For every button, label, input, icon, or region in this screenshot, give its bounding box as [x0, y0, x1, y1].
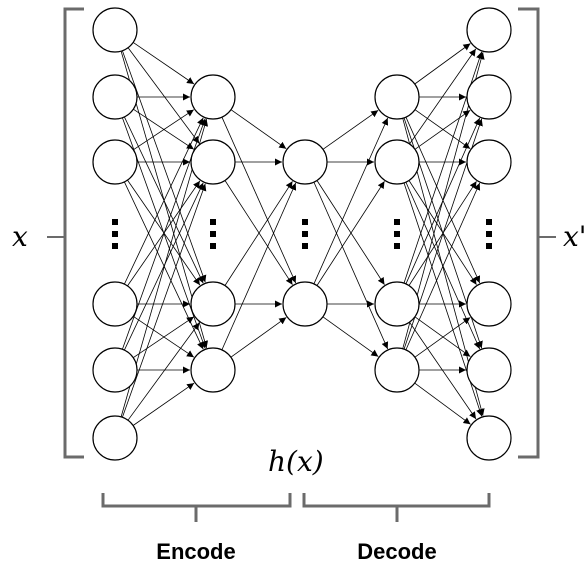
output-neuron — [466, 7, 512, 53]
code-neuron — [282, 281, 328, 327]
output-ellipsis-dot — [486, 231, 492, 237]
decoder-hidden-ellipsis-dot — [394, 243, 400, 249]
connection-arrow — [313, 181, 389, 350]
output-neuron — [466, 281, 512, 327]
decoder-hidden-ellipsis-dot — [394, 231, 400, 237]
input-ellipsis-dot — [112, 231, 118, 237]
decoder-hidden-neuron — [374, 281, 420, 327]
input-ellipsis-dot — [112, 219, 118, 225]
connection-arrow — [322, 316, 379, 357]
encoder-hidden-neuron — [190, 281, 236, 327]
connection-arrow — [316, 181, 385, 286]
code-ellipsis-dot — [302, 231, 308, 237]
connection-arrow — [132, 316, 195, 359]
connection-arrow — [132, 382, 195, 426]
input-bracket — [63, 7, 84, 459]
connection-arrow — [132, 42, 195, 85]
connection-arrow — [127, 179, 201, 286]
output-label: x' — [563, 220, 586, 253]
code-ellipsis-dot — [302, 219, 308, 225]
connection-arrow — [224, 181, 293, 286]
decode-label: Decode — [357, 539, 436, 564]
encoder-hidden-ellipsis-dot — [210, 219, 216, 225]
connection-arrow — [414, 382, 471, 425]
encoder-hidden-neuron — [190, 139, 236, 185]
encoder-hidden-neuron — [190, 74, 236, 120]
output-neuron — [466, 347, 512, 393]
connection-arrow — [132, 315, 195, 358]
code-label: h(x) — [268, 445, 324, 478]
code-ellipsis-dot — [302, 243, 308, 249]
connection-arrow — [221, 116, 297, 284]
encoder-hidden-neuron — [190, 347, 236, 393]
connection-arrow — [124, 117, 204, 285]
encoder-hidden-ellipsis-dot — [210, 231, 216, 237]
connection-arrow — [316, 180, 385, 285]
connection-arrow — [408, 180, 477, 285]
connection-arrow — [414, 317, 471, 358]
input-neuron — [92, 7, 138, 53]
connection-arrow — [124, 182, 204, 351]
output-neuron — [466, 74, 512, 120]
connection-arrow — [414, 316, 471, 357]
output-neuron — [466, 139, 512, 185]
decoder-hidden-neuron — [374, 139, 420, 185]
decoder-hidden-ellipsis-dot — [394, 219, 400, 225]
output-neuron — [466, 415, 512, 461]
input-neuron — [92, 347, 138, 393]
input-neuron — [92, 415, 138, 461]
decode-bracket — [302, 493, 491, 522]
connection-arrow — [409, 321, 477, 420]
neurons — [92, 7, 512, 461]
input-ellipsis-dot — [112, 243, 118, 249]
output-ellipsis-dot — [486, 219, 492, 225]
input-label: x — [12, 220, 28, 253]
connection-arrow — [230, 317, 287, 358]
connection-arrow — [133, 109, 195, 151]
output-bracket — [518, 7, 540, 459]
connection-arrow — [414, 109, 471, 150]
connection-arrow — [313, 117, 389, 285]
decoder-hidden-neuron — [374, 74, 420, 120]
connection-arrow — [224, 180, 293, 285]
connection-arrow — [122, 183, 207, 418]
connection-arrow — [127, 47, 200, 144]
connection-arrow — [322, 109, 379, 150]
connection-arrow — [127, 322, 200, 421]
connection-arrow — [405, 182, 481, 351]
connection-arrow — [133, 108, 195, 150]
ellipsis-dots — [112, 219, 492, 249]
connection-arrow — [409, 48, 477, 145]
input-neuron — [92, 139, 138, 185]
input-neuron — [92, 74, 138, 120]
input-neuron — [92, 281, 138, 327]
encoder-hidden-ellipsis-dot — [210, 243, 216, 249]
connection-arrow — [414, 43, 471, 85]
connection-arrow — [230, 109, 287, 150]
encode-label: Encode — [156, 539, 235, 564]
connection-arrow — [414, 109, 471, 150]
decoder-hidden-neuron — [374, 347, 420, 393]
encode-bracket — [101, 493, 292, 522]
output-ellipsis-dot — [486, 243, 492, 249]
code-neuron — [282, 139, 328, 185]
connection-arrow — [221, 182, 297, 351]
